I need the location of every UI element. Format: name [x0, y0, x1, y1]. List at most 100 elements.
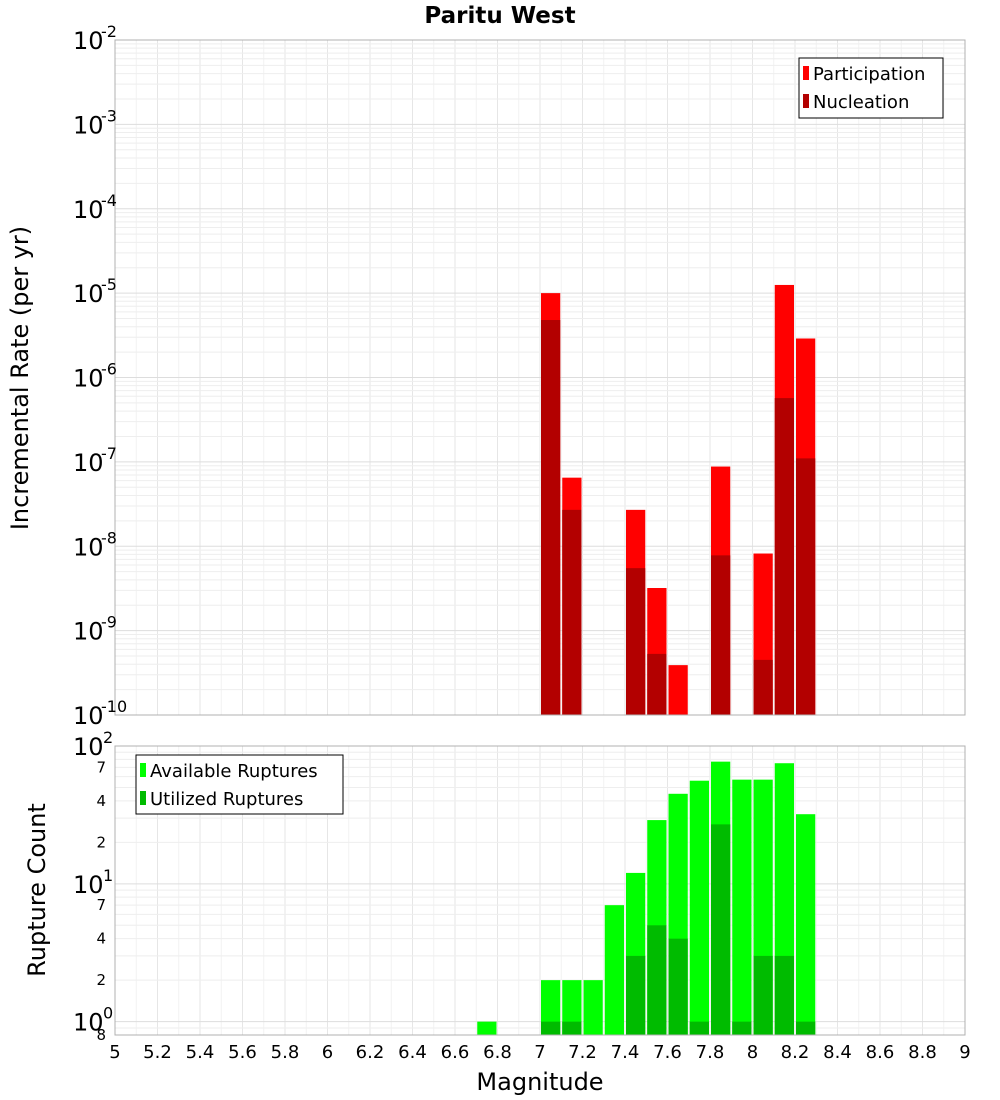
- x-tick-label: 5.2: [143, 1042, 172, 1063]
- bar-utilized-ruptures-7.15: [562, 1021, 582, 1035]
- svg-text:-7: -7: [101, 444, 117, 463]
- svg-text:10: 10: [73, 618, 104, 646]
- y-tick-label: 10-10: [73, 697, 127, 730]
- rate-y-axis-label: Incremental Rate (per yr): [6, 226, 34, 530]
- bar-utilized-ruptures-7.65: [668, 938, 688, 1035]
- legend-swatch-nucleation: [803, 94, 809, 108]
- bar-available-ruptures-7.95: [732, 779, 752, 1035]
- y-tick-label: 10-3: [73, 106, 117, 139]
- bar-nucleation-7.45: [626, 568, 646, 715]
- y-tick-label: 10 2: [73, 728, 113, 761]
- x-ticks: 5 5.2 5.4 5.6 5.8 6 6.2 6.4 6.6 6.8 7 7.2 7.4 7.6 7.8 8…: [109, 1042, 970, 1063]
- x-tick-label: 5.6: [228, 1042, 257, 1063]
- rate-legend: Participation Nucleation: [798, 57, 944, 119]
- y-tick-label: 10-5: [73, 275, 117, 308]
- x-tick-label: 6.8: [483, 1042, 512, 1063]
- bar-participation-7.65: [668, 665, 688, 715]
- x-tick-label: 5.4: [186, 1042, 215, 1063]
- svg-text:10: 10: [73, 449, 104, 477]
- bar-utilized-ruptures-8.25: [796, 1021, 816, 1035]
- x-tick-label: 8: [747, 1042, 758, 1063]
- y-minor-tick-label: 4: [96, 930, 106, 948]
- y-minor-tick-label: 4: [96, 792, 106, 810]
- count-bars: [477, 761, 816, 1035]
- svg-text:1: 1: [103, 866, 113, 885]
- bar-utilized-ruptures-7.75: [689, 1021, 709, 1035]
- svg-text:10: 10: [73, 280, 104, 308]
- legend-swatch-available: [140, 763, 146, 777]
- x-axis-label: Magnitude: [476, 1068, 603, 1096]
- legend-swatch-participation: [803, 66, 809, 80]
- bar-nucleation-7.55: [647, 653, 667, 715]
- legend-label-nucleation: Nucleation: [813, 92, 909, 113]
- bar-utilized-ruptures-7.55: [647, 925, 667, 1035]
- svg-text:10: 10: [73, 27, 104, 55]
- svg-text:10: 10: [73, 533, 104, 561]
- rate-grid: [114, 40, 966, 716]
- bar-available-ruptures-7.05: [541, 980, 561, 1035]
- bar-available-ruptures-7.35: [604, 905, 624, 1035]
- x-tick-label: 7.2: [568, 1042, 597, 1063]
- svg-text:10: 10: [73, 733, 104, 761]
- x-tick-label: 8.6: [866, 1042, 895, 1063]
- svg-text:10: 10: [73, 365, 104, 393]
- count-legend: Available Ruptures Utilized Ruptures: [135, 754, 344, 815]
- bar-utilized-ruptures-7.85: [711, 824, 731, 1035]
- y-tick-label: 10 1: [73, 866, 113, 899]
- svg-text:-6: -6: [101, 360, 117, 379]
- y-minor-tick-label: 2: [96, 833, 106, 851]
- x-tick-label: 7.6: [653, 1042, 682, 1063]
- x-tick-label: 8.4: [823, 1042, 852, 1063]
- y-tick-label: 10-7: [73, 444, 117, 477]
- bar-available-ruptures-7.25: [583, 980, 603, 1035]
- rate-bars: [541, 284, 816, 715]
- y-minor-tick-label: 7: [96, 896, 106, 914]
- x-tick-label: 6.2: [356, 1042, 385, 1063]
- x-tick-label: 7: [534, 1042, 545, 1063]
- svg-text:-4: -4: [101, 191, 117, 210]
- bar-available-ruptures-6.75: [477, 1021, 497, 1035]
- svg-text:-10: -10: [101, 697, 127, 716]
- svg-text:2: 2: [103, 728, 113, 747]
- x-tick-label: 6: [322, 1042, 333, 1063]
- bar-nucleation-8.25: [796, 458, 816, 715]
- svg-text:10: 10: [73, 196, 104, 224]
- x-tick-label: 7.8: [696, 1042, 725, 1063]
- bar-available-ruptures-7.75: [689, 780, 709, 1035]
- bar-available-ruptures-8.25: [796, 814, 816, 1035]
- y-tick-label: 10-4: [73, 191, 117, 224]
- bar-nucleation-8.15: [774, 398, 794, 715]
- x-tick-label: 6.6: [441, 1042, 470, 1063]
- count-y-axis-label: Rupture Count: [23, 803, 51, 977]
- legend-swatch-utilized: [140, 791, 146, 805]
- svg-text:10: 10: [73, 1009, 104, 1037]
- y-minor-tick-label: 7: [96, 758, 106, 776]
- bar-utilized-ruptures-8.05: [753, 955, 773, 1035]
- bar-nucleation-7.15: [562, 509, 582, 715]
- y-tick-label: 10-8: [73, 528, 117, 561]
- bar-nucleation-7.05: [541, 320, 561, 715]
- svg-text:0: 0: [103, 1004, 113, 1023]
- y-tick-label: 10-2: [73, 22, 117, 55]
- svg-text:-3: -3: [101, 106, 117, 125]
- y-tick-label: 10 0: [73, 1004, 113, 1037]
- svg-text:10: 10: [73, 702, 104, 730]
- legend-label-utilized: Utilized Ruptures: [150, 789, 303, 810]
- bar-utilized-ruptures-7.95: [732, 1021, 752, 1035]
- svg-text:10: 10: [73, 871, 104, 899]
- bar-nucleation-7.85: [711, 555, 731, 715]
- bar-utilized-ruptures-7.05: [541, 1021, 561, 1035]
- x-tick-label: 5.8: [271, 1042, 300, 1063]
- legend-label-available: Available Ruptures: [150, 761, 318, 782]
- x-tick-label: 6.4: [398, 1042, 427, 1063]
- chart-title: Paritu West: [424, 3, 575, 29]
- x-tick-label: 7.4: [611, 1042, 640, 1063]
- y-tick-label: 10-9: [73, 613, 117, 646]
- svg-text:-8: -8: [101, 528, 117, 547]
- x-tick-label: 5: [109, 1042, 120, 1063]
